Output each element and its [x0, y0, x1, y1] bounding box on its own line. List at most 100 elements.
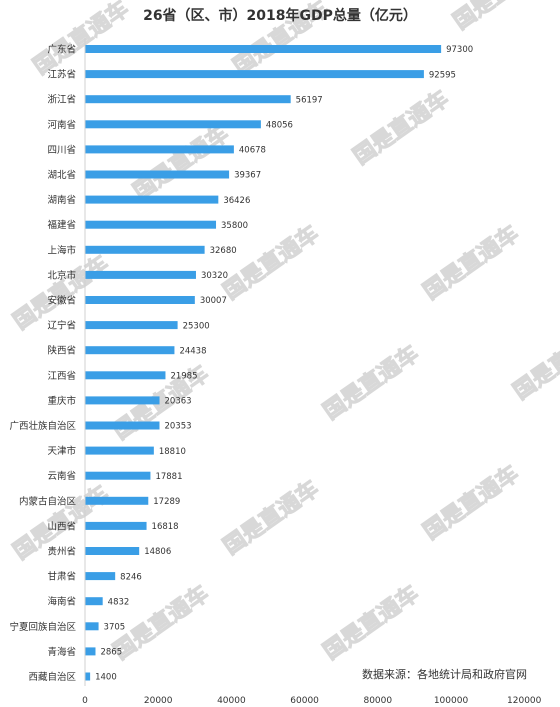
bar	[85, 195, 219, 204]
bar-value-label: 32680	[210, 246, 237, 256]
bar-value-label: 39367	[234, 171, 261, 181]
category-label: 重庆市	[47, 395, 76, 407]
bar	[85, 396, 160, 405]
category-label: 天津市	[47, 445, 76, 457]
watermark-text: 国是直通车	[219, 476, 324, 560]
category-label: 海南省	[47, 596, 76, 608]
watermark-text: 国是直通车	[29, 0, 134, 80]
watermark-text: 国是直通车	[419, 461, 524, 545]
category-label: 贵州省	[47, 546, 76, 558]
category-label: 青海省	[47, 646, 76, 658]
category-label: 安徽省	[47, 295, 76, 307]
category-label: 甘肃省	[47, 571, 76, 583]
category-label: 广东省	[47, 44, 76, 56]
bar-value-label: 17881	[155, 472, 182, 482]
chart-title: 26省（区、市）2018年GDP总量（亿元）	[143, 7, 417, 24]
watermark-text: 国是直通车	[419, 221, 524, 305]
bars-group: 广东省 97300 江苏省 92595 浙江省 56197 河南省 48056 四川省 40678…	[9, 44, 473, 684]
bar-value-label: 20353	[164, 422, 191, 432]
bar-value-label: 30007	[200, 296, 227, 306]
bar-value-label: 1400	[95, 673, 117, 683]
category-label: 湖南省	[47, 194, 76, 206]
watermark-text: 国是直通车	[349, 86, 454, 170]
bar-value-label: 24438	[179, 346, 206, 356]
bar-value-label: 20363	[165, 397, 192, 407]
bar-value-label: 3705	[104, 623, 126, 633]
bar-value-label: 2865	[100, 648, 122, 658]
x-tick-label: 0	[82, 696, 88, 706]
category-label: 福建省	[47, 219, 76, 231]
bar	[85, 496, 149, 505]
x-tick-label: 120000	[507, 696, 542, 706]
bar-value-label: 56197	[296, 95, 323, 105]
watermark-text: 国是直通车	[449, 0, 554, 35]
bar-value-label: 16818	[152, 522, 179, 532]
category-label: 陕西省	[47, 345, 76, 357]
bar	[85, 371, 166, 380]
x-tick-label: 80000	[363, 696, 392, 706]
bar-value-label: 30320	[201, 271, 228, 281]
watermark-text: 国是直通车	[219, 221, 324, 305]
source-note: 数据来源：各地统计局和政府官网	[362, 667, 527, 681]
watermark-text: 国是直通车	[319, 581, 424, 665]
bar	[85, 672, 91, 681]
category-label: 西藏自治区	[28, 671, 76, 683]
bar-value-label: 35800	[221, 221, 248, 231]
x-tick-label: 100000	[434, 696, 469, 706]
category-label: 北京市	[47, 269, 76, 281]
bar-value-label: 36426	[223, 196, 250, 206]
category-label: 河南省	[47, 119, 76, 131]
bar	[85, 95, 291, 104]
x-tick-label: 20000	[144, 696, 173, 706]
watermark-text: 国是直通车	[319, 341, 424, 425]
bar	[85, 70, 424, 79]
watermark-text: 国是直通车	[509, 321, 560, 405]
category-label: 宁夏回族自治区	[9, 621, 76, 633]
bar-value-label: 40678	[239, 146, 266, 156]
category-label: 广西壮族自治区	[9, 420, 76, 432]
bar	[85, 521, 147, 530]
category-label: 江苏省	[47, 69, 76, 81]
bar	[85, 270, 196, 279]
bar	[85, 446, 154, 455]
category-label: 江西省	[47, 370, 76, 382]
category-label: 山西省	[47, 520, 76, 532]
bar	[85, 145, 234, 154]
bar-value-label: 8246	[120, 572, 142, 582]
category-label: 辽宁省	[47, 320, 76, 332]
bar	[85, 245, 205, 254]
bar-value-label: 92595	[429, 70, 456, 80]
bar-value-label: 25300	[183, 321, 210, 331]
bar	[85, 647, 96, 656]
bar-value-label: 21985	[170, 372, 197, 382]
category-label: 浙江省	[47, 94, 76, 106]
bar	[85, 622, 99, 631]
category-label: 云南省	[47, 470, 76, 482]
bar	[85, 120, 261, 129]
category-label: 湖北省	[47, 169, 76, 181]
bar	[85, 421, 160, 430]
bar	[85, 597, 103, 606]
category-label: 上海市	[47, 244, 76, 256]
bar	[85, 45, 442, 53]
bar-value-label: 17289	[153, 497, 180, 507]
x-tick-label: 40000	[217, 696, 246, 706]
bar-value-label: 48056	[266, 121, 293, 131]
bar-value-label: 4832	[108, 597, 130, 607]
category-label: 内蒙古自治区	[19, 495, 77, 507]
watermark-text: 国是直通车	[129, 121, 234, 205]
bar	[85, 572, 116, 581]
x-axis-ticks: 0 20000 40000 60000 80000 100000 120000	[82, 696, 542, 706]
bar	[85, 321, 178, 330]
bar-value-label: 14806	[144, 547, 171, 557]
bar	[85, 170, 230, 179]
x-tick-label: 60000	[290, 696, 319, 706]
bar-value-label: 97300	[446, 45, 473, 55]
bar	[85, 346, 175, 355]
bar	[85, 296, 195, 304]
category-label: 四川省	[47, 144, 76, 156]
bar	[85, 220, 217, 229]
bar	[85, 471, 151, 480]
bar-value-label: 18810	[159, 447, 186, 457]
